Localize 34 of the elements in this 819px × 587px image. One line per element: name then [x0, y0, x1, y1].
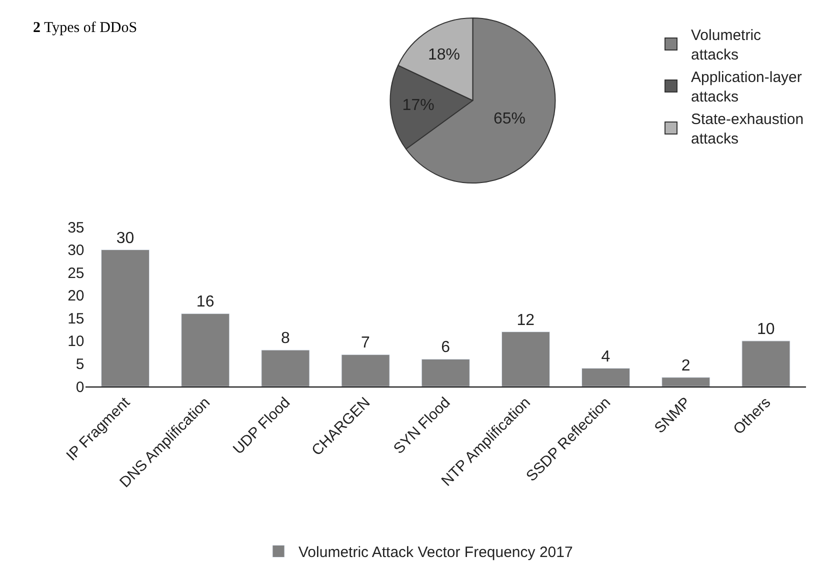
- bar: [181, 313, 230, 386]
- y-tick-label: 10: [68, 333, 84, 350]
- y-tick-label: 25: [68, 264, 84, 282]
- data-label: 12: [516, 312, 535, 329]
- legend-label: Volumetric attacks: [691, 27, 762, 64]
- bar: [742, 340, 790, 386]
- legend-label: State-exhaustion attacks: [691, 111, 804, 148]
- y-tick-label: 35: [68, 219, 84, 236]
- bar: [662, 377, 710, 386]
- y-tick-label: 0: [76, 378, 84, 396]
- data-label: 65%: [493, 110, 526, 128]
- data-label: 10: [757, 320, 775, 338]
- bar: [582, 368, 630, 386]
- bar: [261, 350, 310, 386]
- y-tick-label: 30: [68, 242, 84, 260]
- data-label: 4: [601, 348, 610, 366]
- y-tick-label: 15: [68, 310, 84, 328]
- data-label: 8: [280, 330, 290, 348]
- y-tick-label: 20: [68, 288, 84, 305]
- legend-label: Application-layer attacks: [691, 69, 802, 106]
- data-label: 30: [116, 230, 134, 247]
- bar: [421, 358, 470, 386]
- legend-label: Volumetric Attack Vector Frequency 2017: [298, 544, 573, 562]
- data-label: 7: [361, 334, 370, 352]
- data-label: 16: [196, 294, 214, 311]
- data-label: 6: [441, 339, 450, 356]
- data-label: 18%: [428, 46, 460, 64]
- bar: [501, 332, 550, 386]
- bar: [341, 354, 390, 386]
- bar: [101, 250, 150, 386]
- text: 2 Types of DDoS: [33, 20, 138, 36]
- data-label: 2: [681, 357, 690, 374]
- data-label: 17%: [402, 97, 434, 114]
- y-tick-label: 5: [76, 356, 84, 373]
